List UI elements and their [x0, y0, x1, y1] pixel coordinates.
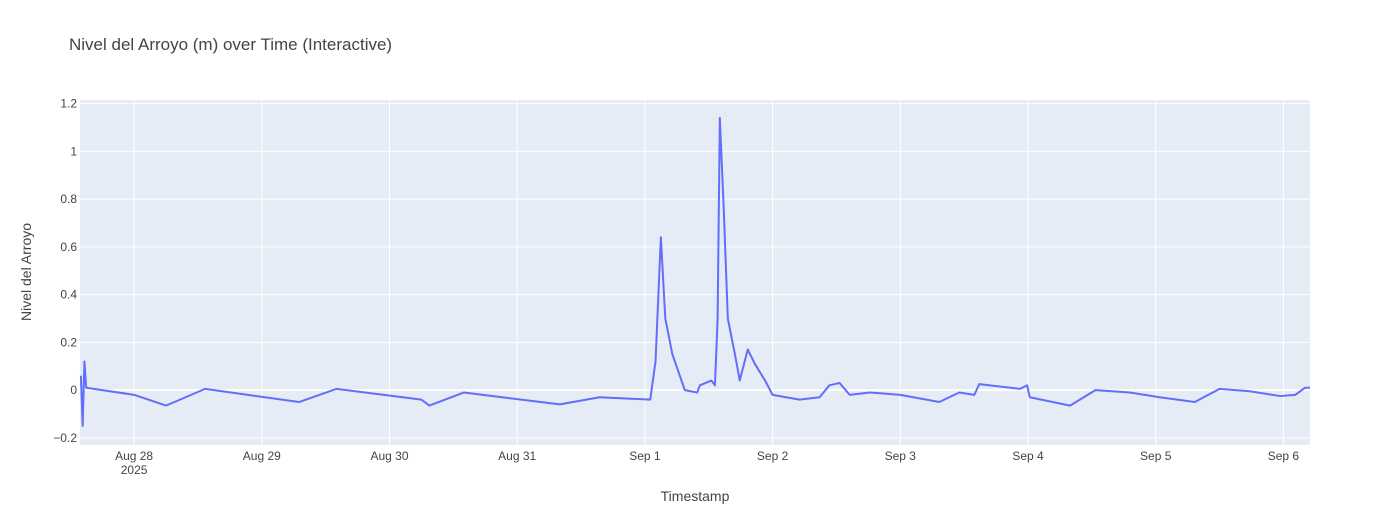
y-tick-label: 1.2: [60, 97, 77, 111]
x-tick-label: Sep 6: [1268, 449, 1300, 463]
x-tick-label: Sep 4: [1012, 449, 1044, 463]
y-tick-label: −0.2: [53, 431, 77, 445]
x-tick-label: Sep 1: [629, 449, 661, 463]
y-tick-label: 0.2: [60, 335, 77, 349]
x-year-label: 2025: [121, 463, 148, 477]
y-tick-label: 0: [70, 383, 77, 397]
x-tick-label: Aug 28: [115, 449, 153, 463]
data-line: [79, 116, 1310, 427]
y-tick-label: 1: [70, 144, 77, 158]
x-tick-label: Aug 30: [370, 449, 408, 463]
x-tick-label: Aug 29: [243, 449, 281, 463]
chart-title: Nivel del Arroyo (m) over Time (Interact…: [69, 35, 392, 54]
x-tick-label: Sep 2: [757, 449, 789, 463]
y-tick-label: 0.8: [60, 192, 77, 206]
y-axis-title: Nivel del Arroyo: [18, 223, 34, 321]
y-tick-label: 0.6: [60, 240, 77, 254]
y-tick-label: 0.4: [60, 288, 77, 302]
plot-area: [80, 100, 1310, 445]
x-tick-label: Sep 5: [1140, 449, 1172, 463]
x-tick-label: Aug 31: [498, 449, 536, 463]
x-axis-title: Timestamp: [661, 488, 730, 504]
x-tick-label: Sep 3: [885, 449, 917, 463]
